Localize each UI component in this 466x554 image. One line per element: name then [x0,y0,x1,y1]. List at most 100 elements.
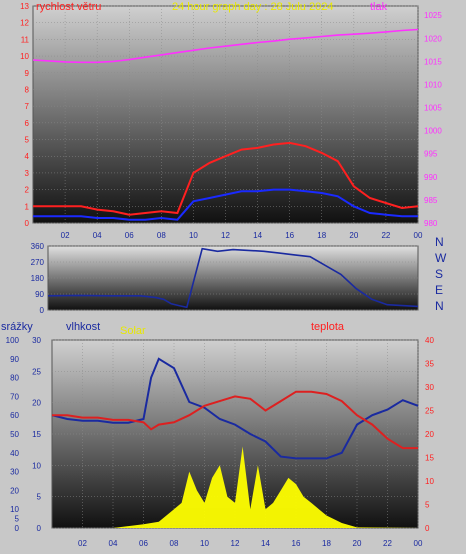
rain-tick: 100 [6,336,20,345]
compass-label: E [435,283,443,297]
direction-tick: 360 [31,242,45,251]
pressure-tick: 1015 [424,57,442,66]
temperature-tick: 25 [425,407,434,416]
compass-label: W [435,251,447,265]
wind-direction-plot-area [47,245,419,311]
humidity-tick: 30 [32,336,41,345]
time-tick: 18 [322,539,331,548]
humidity-label: vlhkost [66,321,100,333]
time-tick: 14 [261,539,270,548]
rain-tick: 5 [15,515,20,524]
humidity-temperature-time-axis: 02 04 06 08 10 12 14 16 18 20 22 00 [78,539,423,548]
time-tick: 04 [93,231,102,240]
humidity-tick: 0 [37,524,42,533]
wind-speed-tick: 12 [20,19,29,28]
rain-tick: 10 [10,505,19,514]
temperature-tick: 5 [425,501,430,510]
pressure-tick: 1005 [424,104,442,113]
temperature-tick: 10 [425,477,434,486]
time-tick: 08 [170,539,179,548]
compass-label: S [435,267,443,281]
wind-speed-tick: 4 [25,152,30,161]
time-tick: 14 [253,231,262,240]
humidity-tick: 15 [32,430,41,439]
time-tick: 06 [139,539,148,548]
rain-tick: 30 [10,468,19,477]
pressure-tick: 980 [424,219,438,228]
wind-speed-tick: 0 [25,219,30,228]
wind-speed-tick: 13 [20,2,29,11]
humidity-tick: 25 [32,367,41,376]
time-tick: 10 [200,539,209,548]
temperature-line [52,390,418,450]
wind-speed-tick: 5 [25,136,30,145]
wind-speed-tick: 10 [20,52,29,61]
temperature-tick: 0 [425,524,430,533]
wind-gust-line [33,141,419,216]
humidity-line [51,357,419,460]
temperature-tick: 40 [425,336,434,345]
temperature-tick: 35 [425,360,434,369]
wind-speed-tick: 7 [25,102,30,111]
temperature-axis: 0 5 10 15 20 25 30 35 40 [425,336,434,533]
compass-label: N [435,299,444,313]
temperature-tick: 30 [425,383,434,392]
wind-pressure-grid [33,5,419,224]
wind-direction-axis: 0 90 180 270 360 [31,242,45,315]
wind-pressure-time-axis: 02 04 06 08 10 12 14 16 18 20 22 00 [61,231,423,240]
time-tick: 18 [317,231,326,240]
pressure-tick: 1020 [424,34,442,43]
temperature-tick: 15 [425,454,434,463]
solar-label: Solar [120,325,146,337]
time-tick: 22 [383,539,392,548]
time-tick: 20 [349,231,358,240]
humidity-tick: 5 [37,493,42,502]
time-tick: 04 [109,539,118,548]
temperature-tick: 20 [425,430,434,439]
rain-tick: 40 [10,449,19,458]
wind-speed-tick: 1 [25,202,30,211]
humidity-tick: 10 [32,461,41,470]
rain-tick: 60 [10,411,19,420]
time-tick: 08 [157,231,166,240]
pressure-line [32,28,419,64]
pressure-tick: 1025 [424,11,442,20]
temperature-label: teplota [311,321,345,333]
wind-speed-tick: 8 [25,85,30,94]
time-tick: 00 [414,539,423,548]
pressure-label: tlak [370,1,388,13]
wind-speed-tick: 2 [25,186,30,195]
time-tick: 16 [285,231,294,240]
rain-tick: 90 [10,355,19,364]
wind-speed-label: rychlost větru [36,1,101,13]
humidity-tick: 20 [32,399,41,408]
wind-speed-tick: 6 [25,119,30,128]
pressure-tick: 1010 [424,80,442,89]
rain-tick: 80 [10,374,19,383]
pressure-tick: 1000 [424,127,442,136]
solar-area [52,446,418,528]
wind-direction-line [47,247,419,309]
time-tick: 22 [381,231,390,240]
compass-label: N [435,235,444,249]
pressure-tick: 990 [424,173,438,182]
pressure-axis: 980 985 990 995 1000 1005 1010 1015 1020 1025 [424,11,442,228]
pressure-tick: 985 [424,196,438,205]
direction-tick: 90 [35,290,44,299]
rain-tick: 0 [15,524,20,533]
time-tick: 12 [231,539,240,548]
rain-tick: 50 [10,430,19,439]
time-tick: 12 [221,231,230,240]
time-tick: 10 [189,231,198,240]
direction-tick: 0 [40,306,45,315]
wind-speed-tick: 9 [25,69,30,78]
rain-label: srážky [1,321,33,333]
humidity-axis: 0 5 10 15 20 25 30 [32,336,41,533]
direction-tick: 180 [31,274,45,283]
pressure-tick: 995 [424,150,438,159]
wind-speed-tick: 11 [21,35,30,44]
